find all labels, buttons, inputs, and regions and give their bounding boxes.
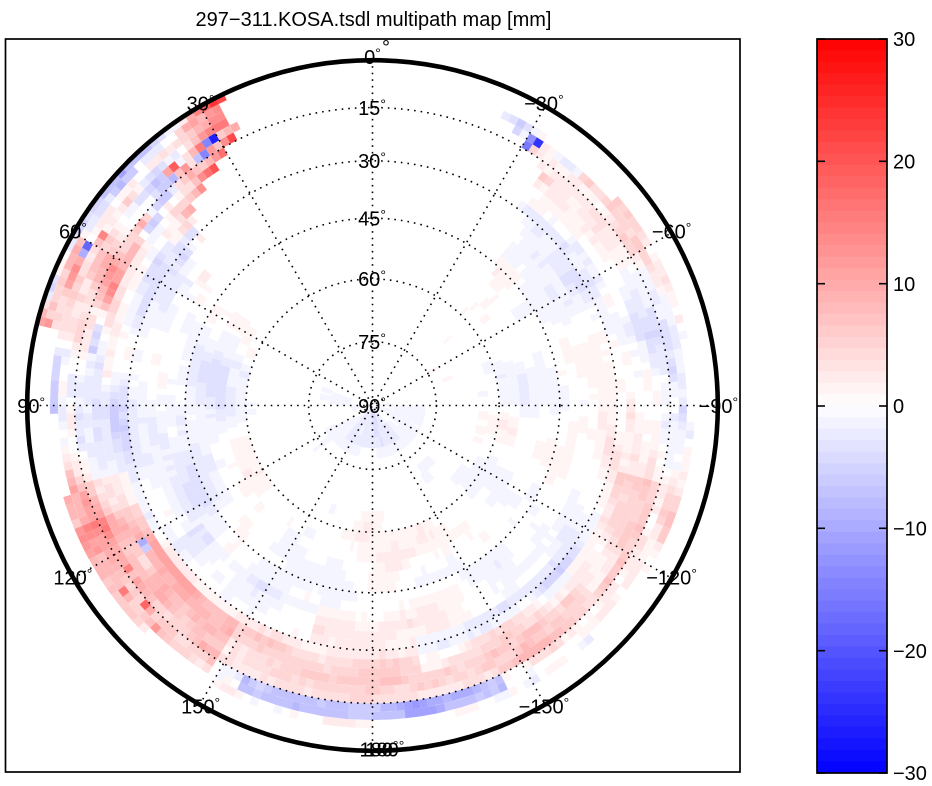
svg-text:75°: 75° [358, 330, 386, 354]
svg-text:20: 20 [893, 152, 915, 174]
svg-text:−120°: −120° [646, 566, 697, 590]
svg-text:−20: −20 [893, 641, 927, 663]
svg-text:−90°: −90° [699, 394, 739, 418]
svg-text:−180°: −180° [354, 738, 405, 762]
svg-text:−60°: −60° [652, 219, 692, 243]
svg-text:30: 30 [893, 29, 915, 51]
svg-text:10: 10 [893, 274, 915, 296]
svg-text:297−311.KOSA.tsdl multipath ma: 297−311.KOSA.tsdl multipath map [mm] [196, 9, 552, 31]
svg-text:150°: 150° [181, 694, 220, 718]
svg-text:180°: 180° [360, 738, 399, 762]
svg-text:−30: −30 [893, 763, 927, 785]
svg-text:120°: 120° [53, 566, 92, 590]
svg-text:−10: −10 [893, 519, 927, 541]
svg-text:−150°: −150° [519, 694, 570, 718]
svg-text:−30°: −30° [524, 92, 564, 116]
svg-text:0: 0 [893, 396, 904, 418]
svg-text:°: ° [382, 37, 390, 59]
